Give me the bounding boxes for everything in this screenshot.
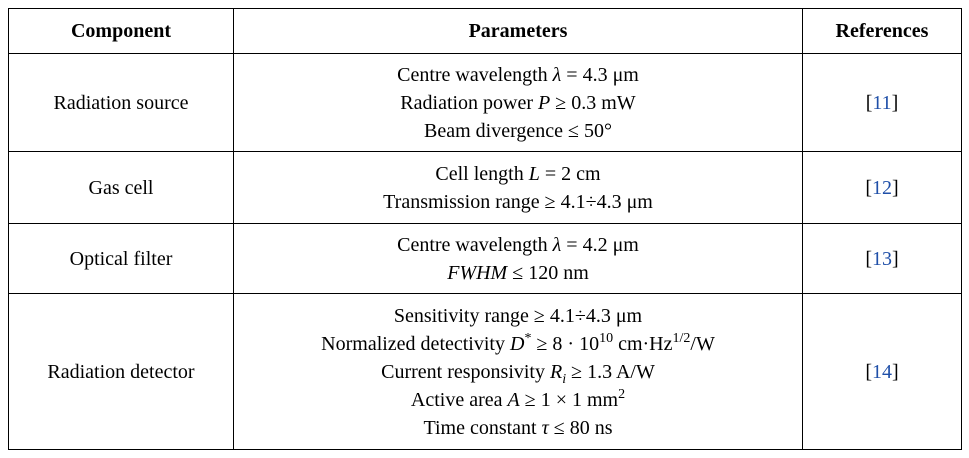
parameter-text: Time constant [423, 416, 542, 439]
parameter-text: Current responsivity [381, 360, 550, 383]
header-row: Component Parameters References [8, 8, 962, 54]
parameter-text: τ [541, 416, 549, 439]
parameter-text: R [550, 360, 563, 383]
parameter-text: * [524, 330, 532, 346]
parameter-line: Transmission range ≥ 4.1÷4.3 μm [240, 188, 796, 216]
parameter-text: Radiation power [400, 91, 539, 114]
parameter-text: ≥ 1.3 A/W [566, 360, 655, 383]
parameters-cell: Sensitivity range ≥ 4.1÷4.3 μm Normalized… [233, 293, 803, 450]
parameter-text: L [528, 162, 540, 185]
parameter-text: Active area [410, 388, 508, 411]
table-row: Radiation source Centre wavelength λ = 4.… [8, 53, 962, 152]
parameter-line: Centre wavelength λ = 4.2 μm [240, 231, 796, 259]
parameters-table: Component Parameters References Radiation … [8, 8, 962, 450]
parameter-line: Beam divergence ≤ 50° [240, 117, 796, 145]
column-header: References [802, 8, 962, 54]
parameter-text: cm·Hz [613, 332, 673, 355]
reference-number: 12 [872, 176, 892, 199]
reference-cell: [12] [802, 151, 962, 224]
component-cell: Radiation source [8, 53, 234, 152]
column-header: Parameters [233, 8, 803, 54]
reference-cell: [14] [802, 293, 962, 450]
component-cell: Gas cell [8, 151, 234, 224]
parameter-text: = 4.2 μm [561, 233, 639, 256]
parameter-text: P [538, 91, 551, 114]
reference-cell: [11] [802, 53, 962, 152]
reference-number: 14 [872, 360, 892, 383]
table-body: Radiation source Centre wavelength λ = 4.… [8, 53, 962, 450]
parameter-line: Centre wavelength λ = 4.3 μm [240, 61, 796, 89]
parameter-line: Radiation power P ≥ 0.3 mW [240, 89, 796, 117]
parameter-line: Normalized detectivity D* ≥ 8 · 1010 cm·… [240, 330, 796, 358]
component-cell: Radiation detector [8, 293, 234, 450]
reference-cell: [13] [802, 223, 962, 294]
parameter-text: ≥ 1 × 1 mm [519, 388, 619, 411]
parameter-text: 10 [599, 330, 614, 346]
parameter-text: Centre wavelength [397, 233, 553, 256]
parameter-line: Cell length L = 2 cm [240, 160, 796, 188]
parameter-text: 2 [618, 386, 626, 402]
parameter-text: ≤ 120 nm [507, 261, 589, 284]
parameter-text: Normalized detectivity [321, 332, 510, 355]
parameter-text: FWHM [447, 261, 508, 284]
table-row: Gas cell Cell length L = 2 cm Transmission… [8, 151, 962, 224]
parameter-line: Current responsivity Ri ≥ 1.3 A/W [240, 358, 796, 387]
table-row: Optical filter Centre wavelength λ = 4.2 … [8, 223, 962, 294]
column-header: Component [8, 8, 234, 54]
parameter-text: λ [552, 233, 562, 256]
parameter-text: ≤ 80 ns [548, 416, 613, 439]
parameter-text: Transmission range ≥ 4.1÷4.3 μm [383, 190, 653, 213]
parameter-text: λ [552, 63, 562, 86]
parameter-line: FWHM ≤ 120 nm [240, 259, 796, 287]
parameter-text: ≥ 0.3 mW [550, 91, 636, 114]
table-row: Radiation detector Sensitivity range ≥ 4.… [8, 293, 962, 450]
reference-number: 13 [872, 247, 892, 270]
parameter-text: D [509, 332, 525, 355]
parameter-text: Sensitivity range ≥ 4.1÷4.3 μm [393, 304, 643, 327]
component-cell: Optical filter [8, 223, 234, 294]
parameter-text: Cell length [435, 162, 529, 185]
parameter-text: = 4.3 μm [561, 63, 639, 86]
parameter-text: Centre wavelength [397, 63, 553, 86]
parameter-line: Time constant τ ≤ 80 ns [240, 414, 796, 442]
parameter-text: Beam divergence ≤ 50° [424, 119, 612, 142]
parameter-text: ≥ 8 · 10 [531, 332, 600, 355]
parameter-text: /W [690, 332, 715, 355]
parameter-line: Sensitivity range ≥ 4.1÷4.3 μm [240, 302, 796, 330]
parameter-text: = 2 cm [539, 162, 601, 185]
parameters-cell: Centre wavelength λ = 4.2 μm FWHM ≤ 120 n… [233, 223, 803, 294]
parameters-cell: Centre wavelength λ = 4.3 μm Radiation po… [233, 53, 803, 152]
parameter-text: 1/2 [672, 330, 691, 346]
parameter-line: Active area A ≥ 1 × 1 mm2 [240, 386, 796, 414]
parameter-text: i [562, 371, 567, 387]
parameter-text: A [507, 388, 520, 411]
parameters-cell: Cell length L = 2 cm Transmission range ≥… [233, 151, 803, 224]
reference-number: 11 [872, 91, 892, 114]
